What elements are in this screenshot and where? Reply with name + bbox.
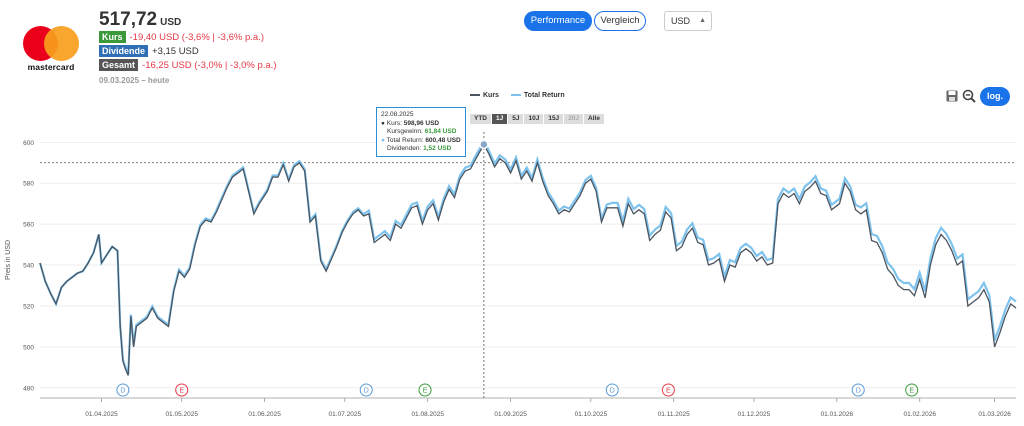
vergleich-button[interactable]: Vergleich xyxy=(594,11,646,31)
x-tick-label: 01.09.2025 xyxy=(494,411,527,418)
dividend-marker xyxy=(116,383,130,397)
price-currency: USD xyxy=(160,17,182,28)
dividend-marker xyxy=(605,383,619,397)
legend-swatch-kurs xyxy=(470,94,480,97)
range-20j: 20J xyxy=(564,114,584,124)
tooltip-gain-row: Kursgewinn: 61,84 USD xyxy=(381,128,461,137)
logo-wordmark: mastercard xyxy=(27,62,75,72)
tooltip-div-value: 1,52 USD xyxy=(423,145,452,152)
y-axis-label: Preis in USD xyxy=(5,239,12,280)
tag-dividende: Dividende xyxy=(99,45,149,57)
y-tick-label: 500 xyxy=(23,344,34,351)
tooltip-date: 22.08.2025 xyxy=(381,111,414,118)
x-tick-label: 01.08.2025 xyxy=(411,411,444,418)
event-marker-label: E xyxy=(423,388,428,395)
x-tick-label: 01.05.2025 xyxy=(165,411,198,418)
event-marker-label: E xyxy=(666,388,671,395)
event-marker-label: D xyxy=(120,388,125,395)
earnings-marker xyxy=(661,383,675,397)
range-1j[interactable]: 1J xyxy=(492,114,508,124)
mastercard-logo: mastercard xyxy=(20,26,82,74)
row-dividende: Dividende +3,15 USD xyxy=(99,45,199,57)
zoom-out-icon[interactable] xyxy=(962,89,976,103)
hover-point xyxy=(479,139,489,150)
currency-select[interactable]: USD ▲ xyxy=(664,11,712,31)
range-alle[interactable]: Alle xyxy=(584,114,604,124)
legend-item-total-return[interactable]: Total Return xyxy=(510,92,565,99)
kurs-change: -19,40 USD (-3,6% | -3,6% p.a.) xyxy=(129,32,264,43)
chart-grid xyxy=(40,141,1016,399)
earnings-marker xyxy=(175,383,189,397)
event-marker-label: D xyxy=(856,388,861,395)
row-gesamt: Gesamt -16,25 USD (-3,0% | -3,0% p.a.) xyxy=(99,59,277,71)
tag-kurs: Kurs xyxy=(99,31,126,43)
y-tick-label: 480 xyxy=(23,385,34,392)
gesamt-change: -16,25 USD (-3,0% | -3,0% p.a.) xyxy=(142,60,277,71)
x-tick-label: 01.07.2025 xyxy=(329,411,362,418)
range-ytd[interactable]: YTD xyxy=(470,114,491,124)
tooltip-gain-value: 61,84 USD xyxy=(424,128,457,135)
dividend-marker xyxy=(359,383,373,397)
price-value: 517,72 xyxy=(99,9,158,30)
chart-tooltip: 22.08.2025 ● Kurs: 598,96 USD Kursgewinn… xyxy=(376,107,466,157)
event-marker-label: D xyxy=(610,388,615,395)
earnings-marker xyxy=(905,383,919,397)
tooltip-kurs-label: Kurs: xyxy=(386,119,402,127)
tag-gesamt: Gesamt xyxy=(99,59,139,71)
y-tick-label: 580 xyxy=(23,181,34,188)
range-5j[interactable]: 5J xyxy=(508,114,524,124)
select-arrows-icon: ▲ xyxy=(699,17,706,24)
legend-item-kurs[interactable]: Kurs xyxy=(470,92,499,99)
legend-label-kurs: Kurs xyxy=(483,92,499,99)
tooltip-tr-label: Total Return: xyxy=(386,136,424,144)
legend-label-total-return: Total Return xyxy=(523,92,565,99)
x-tick-label: 01.02.2026 xyxy=(903,411,936,418)
tooltip-div-label: Dividenden: xyxy=(387,145,422,152)
legend-swatch-total-return xyxy=(510,94,521,97)
x-tick-label: 01.11.2025 xyxy=(658,411,690,418)
x-tick-label: 01.01.2026 xyxy=(821,411,854,418)
x-tick-label: 01.12.2025 xyxy=(738,411,771,418)
logo-orange-circle xyxy=(44,26,79,61)
series-line-kurs xyxy=(39,143,1017,376)
range-10j[interactable]: 10J xyxy=(524,114,544,124)
currency-select-value: USD xyxy=(671,16,691,26)
x-tick-label: 01.10.2025 xyxy=(575,411,608,418)
y-tick-label: 520 xyxy=(23,303,34,310)
tooltip-gain-label: Kursgewinn: xyxy=(387,128,423,135)
range-selector: YTD 1J 5J 10J 15J 20J Alle xyxy=(470,114,605,124)
performance-button[interactable]: Performance xyxy=(524,11,592,31)
tooltip-kurs-row: ● Kurs: 598,96 USD xyxy=(381,119,440,127)
earnings-marker xyxy=(418,383,432,397)
event-marker-label: E xyxy=(909,388,914,395)
event-marker-label: E xyxy=(179,388,184,395)
y-tick-label: 600 xyxy=(23,140,34,147)
series-line-total-return xyxy=(38,138,1017,375)
tooltip-tr-row: ● Total Return: 600,48 USD xyxy=(381,136,461,144)
tooltip-tr-value: 600,48 USD xyxy=(425,136,461,144)
x-tick-labels: 01.04.2025 01.05.2025 01.06.2025 01.07.2025… xyxy=(85,398,1011,418)
y-tick-labels: 480 500 520 540 560 580 600 xyxy=(23,140,34,392)
y-tick-label: 560 xyxy=(23,222,34,229)
save-icon[interactable] xyxy=(946,90,958,102)
dividend-marker xyxy=(851,383,865,397)
tooltip-div-row: Dividenden: 1,52 USD xyxy=(381,145,461,154)
series-lines xyxy=(38,138,1017,376)
log-scale-button[interactable]: log. xyxy=(980,87,1010,106)
x-tick-label: 01.04.2025 xyxy=(85,411,118,418)
row-kurs: Kurs -19,40 USD (-3,6% | -3,6% p.a.) xyxy=(99,31,264,43)
range-15j[interactable]: 15J xyxy=(544,114,564,124)
dividende-value: +3,15 USD xyxy=(152,46,199,57)
y-tick-label: 540 xyxy=(23,263,34,270)
tooltip-kurs-value: 598,96 USD xyxy=(403,119,440,127)
event-marker-label: D xyxy=(364,388,369,395)
date-range: 09.03.2025 – heute xyxy=(99,76,170,85)
current-price: 517,72 USD xyxy=(99,9,181,31)
chart-legend: Kurs Total Return xyxy=(470,92,575,99)
x-tick-label: 01.03.2026 xyxy=(978,411,1011,418)
x-tick-label: 01.06.2025 xyxy=(248,411,281,418)
